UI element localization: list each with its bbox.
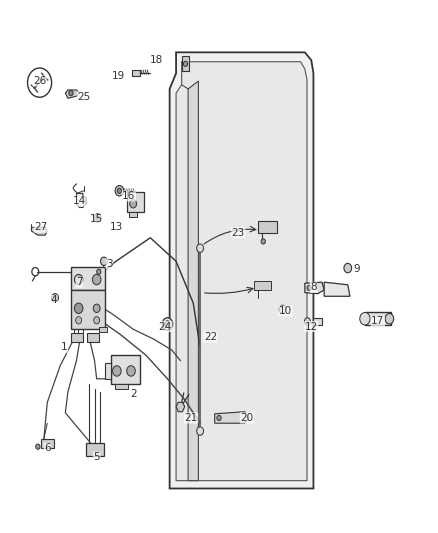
Text: 25: 25 [77,92,90,102]
Bar [365,312,391,325]
Circle shape [69,91,73,96]
Circle shape [113,366,121,376]
Text: 1: 1 [61,343,68,352]
Circle shape [94,214,101,222]
Text: 21: 21 [184,413,198,423]
Text: 26: 26 [33,76,46,86]
Circle shape [96,216,99,220]
Text: 20: 20 [240,413,254,423]
Circle shape [217,415,221,421]
Bar [105,363,111,379]
Bar [95,269,103,275]
Polygon shape [305,282,324,294]
Text: 15: 15 [90,214,103,224]
Polygon shape [176,62,307,481]
Text: 14: 14 [73,196,86,206]
Text: 12: 12 [305,321,318,332]
Circle shape [97,269,101,274]
Bar [258,221,277,232]
Bar [71,333,83,342]
Polygon shape [176,402,185,411]
Bar [313,318,322,325]
Circle shape [197,427,204,435]
Text: 18: 18 [150,55,163,65]
Circle shape [279,305,286,313]
Circle shape [261,239,265,244]
Circle shape [127,366,135,376]
Circle shape [304,318,311,325]
Circle shape [162,318,173,330]
Bar [86,442,104,456]
Polygon shape [71,290,105,329]
Circle shape [52,294,58,302]
Circle shape [344,263,352,273]
Circle shape [101,257,107,265]
Polygon shape [71,266,105,290]
Circle shape [115,185,124,196]
Bar [254,280,272,290]
Polygon shape [324,282,350,296]
Bar [115,384,128,389]
Circle shape [93,304,100,312]
Text: 5: 5 [93,452,100,462]
Circle shape [74,303,83,313]
Bar [132,70,140,76]
Text: 7: 7 [76,277,83,287]
Text: 13: 13 [110,222,123,232]
Circle shape [307,285,311,290]
Text: 2: 2 [130,390,137,399]
Bar [127,192,144,212]
Bar [87,333,99,342]
Polygon shape [170,52,314,488]
Bar [111,356,140,384]
Circle shape [53,296,57,300]
Circle shape [94,317,100,324]
Text: 24: 24 [159,321,172,332]
Text: 8: 8 [310,282,317,293]
Circle shape [92,274,101,285]
Text: 4: 4 [50,295,57,305]
Circle shape [165,321,170,327]
Bar [41,439,54,448]
Polygon shape [215,411,249,423]
Circle shape [360,312,370,325]
Circle shape [130,200,137,208]
Circle shape [385,313,394,324]
Text: 19: 19 [112,71,125,81]
Polygon shape [77,193,86,207]
Circle shape [74,274,83,285]
Text: 17: 17 [371,317,385,326]
Bar [99,327,106,332]
Text: 27: 27 [34,222,47,232]
Circle shape [36,444,40,449]
Text: 16: 16 [122,191,135,201]
Text: 10: 10 [279,306,292,316]
Circle shape [76,317,81,324]
Bar [129,212,138,217]
Text: 23: 23 [232,228,245,238]
Text: 22: 22 [204,332,217,342]
Text: 6: 6 [44,443,51,453]
Text: 9: 9 [353,264,360,274]
Text: 3: 3 [106,259,113,269]
Polygon shape [65,90,79,98]
Circle shape [184,61,187,67]
Bar [182,56,189,71]
Circle shape [117,188,122,193]
Polygon shape [32,228,47,235]
Circle shape [197,244,204,253]
Polygon shape [188,81,198,481]
